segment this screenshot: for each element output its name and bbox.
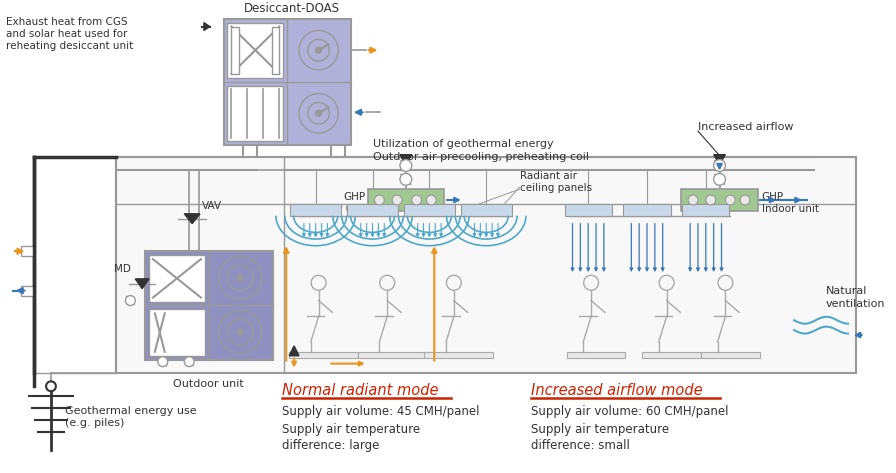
Text: Utilization of geothermal energy
Outdoor air precooling, preheating coil: Utilization of geothermal energy Outdoor… [373, 139, 589, 162]
Circle shape [46, 381, 56, 391]
Circle shape [426, 195, 436, 205]
Polygon shape [185, 214, 200, 224]
Text: Outdoor unit: Outdoor unit [174, 379, 245, 389]
Bar [642, 352, 701, 358]
Circle shape [219, 310, 262, 354]
Circle shape [726, 195, 736, 205]
Circle shape [740, 195, 750, 205]
Text: Desiccant-DOAS: Desiccant-DOAS [244, 2, 340, 15]
Text: Normal radiant mode: Normal radiant mode [282, 383, 439, 398]
Bar [228, 86, 283, 141]
Bar [223, 18, 351, 145]
Bar [149, 255, 205, 301]
Bar [461, 204, 512, 216]
Circle shape [158, 357, 168, 367]
Bar [367, 189, 444, 211]
Text: Geothermal energy use
(e.g. piles): Geothermal energy use (e.g. piles) [65, 406, 196, 429]
Circle shape [228, 265, 253, 291]
Circle shape [299, 30, 338, 70]
Bar [21, 246, 34, 256]
Text: Increased airflow: Increased airflow [698, 122, 794, 132]
Circle shape [315, 110, 322, 116]
Circle shape [308, 103, 330, 124]
Circle shape [299, 94, 338, 133]
Bar [624, 204, 670, 216]
Circle shape [219, 256, 262, 299]
Circle shape [713, 159, 726, 171]
Bar [425, 352, 493, 358]
Bar [566, 352, 625, 358]
Circle shape [125, 296, 135, 306]
Bar [358, 352, 426, 358]
Bar [347, 204, 398, 216]
Text: Supply air temperature
difference: large: Supply air temperature difference: large [282, 423, 420, 452]
Circle shape [400, 159, 412, 171]
Circle shape [706, 195, 716, 205]
Text: Radiant air
ceiling panels: Radiant air ceiling panels [520, 171, 591, 193]
Text: Supply air volume: 45 CMH/panel: Supply air volume: 45 CMH/panel [282, 405, 480, 418]
Bar [231, 26, 239, 74]
Text: Supply air volume: 60 CMH/panel: Supply air volume: 60 CMH/panel [531, 405, 728, 418]
Polygon shape [400, 155, 412, 165]
Circle shape [688, 195, 698, 205]
Bar [701, 352, 760, 358]
Text: GHP
Indoor unit: GHP Indoor unit [308, 192, 366, 214]
Bar [681, 189, 758, 211]
Text: GHP
Indoor unit: GHP Indoor unit [762, 192, 819, 214]
Circle shape [308, 39, 330, 61]
Circle shape [237, 329, 243, 335]
Circle shape [237, 275, 243, 281]
Circle shape [392, 195, 402, 205]
Bar [404, 204, 455, 216]
Circle shape [713, 174, 726, 185]
Bar [116, 157, 856, 374]
Bar [228, 23, 283, 78]
Text: Supply air temperature
difference: small: Supply air temperature difference: small [531, 423, 669, 452]
Bar [682, 204, 729, 216]
Polygon shape [289, 346, 299, 356]
Text: VAV: VAV [202, 201, 222, 211]
Bar [290, 204, 341, 216]
Bar [149, 309, 205, 356]
Bar [271, 26, 280, 74]
Polygon shape [135, 279, 149, 289]
Circle shape [412, 195, 421, 205]
Text: Natural
ventilation: Natural ventilation [825, 286, 885, 309]
Circle shape [375, 195, 384, 205]
Bar [145, 251, 272, 359]
Text: MD: MD [114, 264, 131, 274]
Bar [289, 352, 358, 358]
Polygon shape [713, 155, 726, 165]
Circle shape [228, 319, 253, 345]
Circle shape [185, 357, 194, 367]
Circle shape [315, 47, 322, 53]
Polygon shape [204, 23, 210, 30]
Text: Increased airflow mode: Increased airflow mode [531, 383, 703, 398]
Bar [21, 286, 34, 296]
Bar [564, 204, 612, 216]
Text: Exhaust heat from CGS
and solar heat used for
reheating desiccant unit: Exhaust heat from CGS and solar heat use… [6, 17, 134, 52]
Circle shape [400, 174, 412, 185]
